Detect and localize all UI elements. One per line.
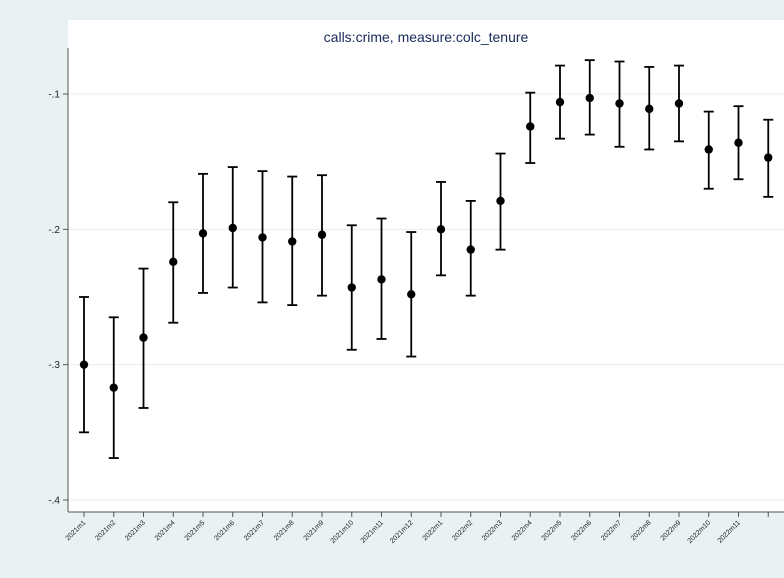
data-marks [79,59,774,459]
point-estimate [377,275,386,284]
point-estimate [347,283,356,292]
x-tick-label: 2021m11 [360,519,385,544]
point-estimate [615,99,624,108]
x-tick-label: 2021m8 [273,519,296,542]
x-tick-label: 2021m10 [330,519,356,545]
x-tick-label: 2022m10 [687,519,713,545]
point-estimate [407,290,416,299]
point-estimate [734,138,743,147]
x-tick-label: 2022m3 [481,519,504,542]
point-estimate [436,225,446,234]
x-tick-label: 2022m6 [570,519,593,542]
point-estimate [764,153,773,162]
x-tick-label: 2022m5 [541,519,564,542]
x-tick-label: 2021m3 [124,519,147,542]
x-tick-label: 2022m8 [630,519,653,542]
point-estimate [585,93,594,103]
x-tick-label: 2022m4 [511,519,534,542]
x-tick-label: 2022m1 [422,519,445,542]
point-estimate [526,122,535,131]
x-tick-label: 2021m1 [65,519,88,542]
x-tick-label: 2022m2 [451,519,474,542]
x-tick-label: 2022m11 [717,519,742,544]
gridlines [68,93,784,501]
point-estimate [555,97,565,107]
point-estimate [317,230,327,239]
point-estimate [169,257,178,267]
x-tick-label: 2021m6 [213,519,236,542]
point-estimate [645,104,654,114]
chart-title: calls:crime, measure:colc_tenure [324,29,529,45]
point-estimate [139,333,148,342]
y-tick-label: -.2 [48,225,60,236]
point-estimate [228,223,237,233]
point-estimate [258,233,267,242]
x-axis: 2021m1 2021m2 2021m3 2021m4 2021m5 2021m6 2021… [65,512,769,545]
plot-area [68,20,784,512]
x-tick-label: 2021m2 [94,519,117,542]
point-estimate [674,99,684,108]
x-tick-label: 2021m7 [243,519,266,542]
y-tick-label: -.3 [48,360,60,371]
point-estimate [496,196,505,206]
y-tick-label: -.1 [48,90,60,101]
x-tick-label: 2021m4 [154,519,177,542]
point-estimate [288,237,297,246]
x-tick-label: 2021m9 [303,519,326,542]
point-estimate [466,245,475,254]
x-tick-label: 2021m5 [184,519,207,542]
y-axis: -.1 -.2 -.3 -.4 [48,90,68,507]
y-tick-label: -.4 [48,496,60,507]
point-estimate [704,145,713,154]
x-tick-label: 2021m12 [389,519,415,545]
point-estimate [79,360,89,369]
x-tick-label: 2022m9 [660,519,683,542]
point-estimate [198,229,208,238]
x-tick-label: 2022m7 [600,519,623,542]
point-estimate [109,383,118,392]
